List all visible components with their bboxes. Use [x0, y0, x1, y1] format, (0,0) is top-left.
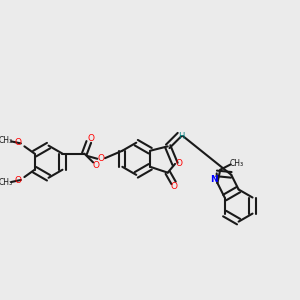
Text: O: O: [92, 160, 99, 169]
Text: H: H: [178, 133, 185, 142]
Text: O: O: [175, 158, 182, 167]
Text: O: O: [87, 134, 94, 143]
Text: O: O: [14, 176, 21, 185]
Text: O: O: [98, 154, 105, 163]
Text: CH₃: CH₃: [229, 158, 243, 167]
Text: CH₃: CH₃: [0, 136, 13, 145]
Text: N: N: [210, 175, 218, 184]
Text: O: O: [171, 182, 178, 191]
Text: O: O: [14, 138, 21, 147]
Text: CH₃: CH₃: [0, 178, 13, 188]
